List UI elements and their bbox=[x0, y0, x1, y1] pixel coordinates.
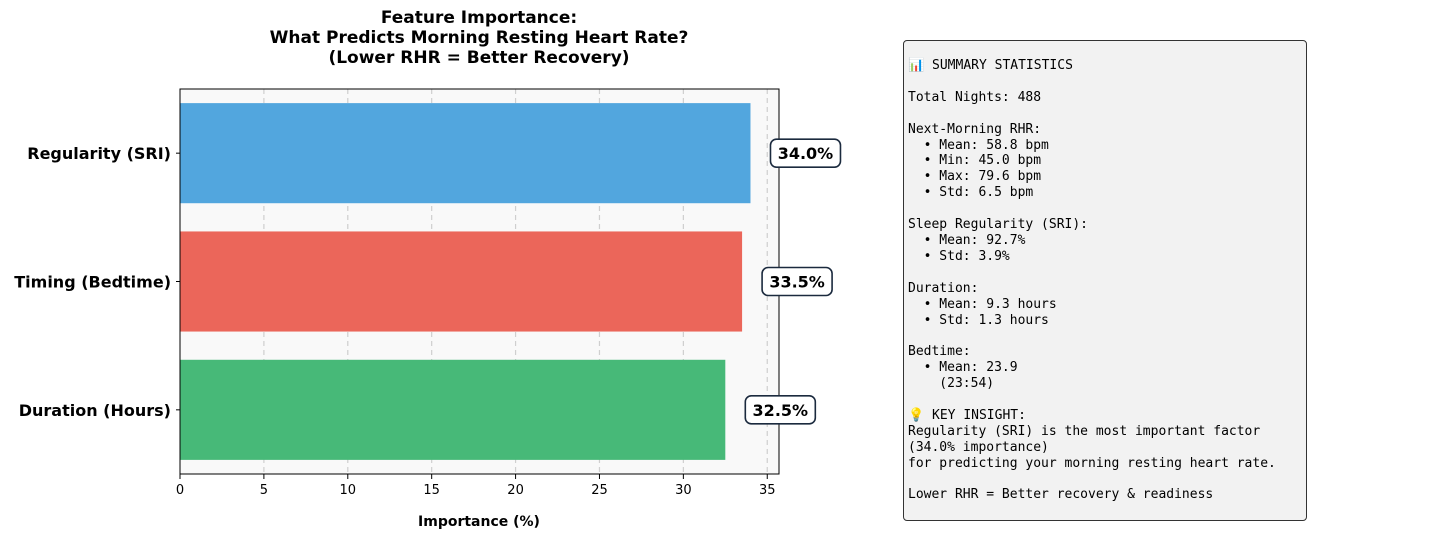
x-axis: 0 5 10 15 20 25 30 35 bbox=[176, 474, 776, 498]
x-tick-label: 0 bbox=[176, 483, 184, 498]
chart-title-line-3: (Lower RHR = Better Recovery) bbox=[328, 48, 629, 68]
summary-line: • Std: 1.3 hours bbox=[908, 312, 1049, 328]
summary-line: for predicting your morning resting hear… bbox=[908, 455, 1276, 471]
summary-line: Next-Morning RHR: bbox=[908, 121, 1042, 137]
summary-line: • Mean: 58.8 bpm bbox=[908, 137, 1049, 153]
summary-line: Duration: bbox=[908, 280, 979, 296]
summary-line: 💡 KEY INSIGHT: bbox=[908, 407, 1026, 423]
value-label-box bbox=[769, 138, 842, 168]
value-label: 34.0% bbox=[778, 144, 834, 163]
chart-title: Feature Importance:What Predicts Morning… bbox=[270, 8, 689, 68]
y-axis: Regularity (SRI) Timing (Bedtime) Duration… bbox=[14, 144, 180, 420]
summary-line: (34.0% importance) bbox=[908, 439, 1049, 455]
summary-statistics-panel: 📊 SUMMARY STATISTICS Total Nights: 488 N… bbox=[903, 40, 1307, 521]
value-label: 32.5% bbox=[753, 401, 809, 420]
summary-spacer bbox=[908, 328, 1306, 344]
category-label: Timing (Bedtime) bbox=[14, 273, 171, 292]
category-label: Regularity (SRI) bbox=[27, 144, 171, 163]
summary-line: • Min: 45.0 bpm bbox=[908, 153, 1042, 169]
summary-spacer bbox=[908, 392, 1306, 408]
summary-line: Sleep Regularity (SRI): bbox=[908, 217, 1089, 233]
category-label: Duration (Hours) bbox=[19, 401, 171, 420]
chart-title-line-2: What Predicts Morning Resting Heart Rate… bbox=[270, 28, 689, 48]
value-label-box bbox=[744, 395, 817, 425]
x-tick-label: 15 bbox=[423, 483, 440, 498]
x-tick-label: 10 bbox=[340, 483, 357, 498]
bars bbox=[180, 103, 751, 460]
summary-line: Total Nights: 488 bbox=[908, 89, 1042, 105]
bar-duration-hours bbox=[180, 359, 726, 460]
chart-title-line-1: Feature Importance: bbox=[381, 8, 577, 28]
summary-line: • Max: 79.6 bpm bbox=[908, 169, 1042, 185]
value-label: 33.5% bbox=[769, 273, 825, 292]
summary-spacer bbox=[908, 74, 1306, 90]
bar-regularity-sri bbox=[180, 103, 751, 204]
summary-line: • Std: 6.5 bpm bbox=[908, 185, 1034, 201]
x-tick-label: 30 bbox=[675, 483, 692, 498]
x-axis-label: Importance (%) bbox=[418, 514, 540, 530]
summary-line: Lower RHR = Better recovery & readiness bbox=[908, 487, 1214, 503]
summary-spacer bbox=[908, 106, 1306, 122]
summary-line: • Mean: 23.9 bbox=[908, 360, 1018, 376]
value-labels: 34.0% 33.5% 32.5% bbox=[744, 138, 842, 425]
summary-spacer bbox=[908, 201, 1306, 217]
summary-line: 📊 SUMMARY STATISTICS bbox=[908, 58, 1073, 73]
summary-spacer bbox=[908, 265, 1306, 281]
summary-line: • Mean: 9.3 hours bbox=[908, 296, 1057, 312]
x-tick-label: 25 bbox=[591, 483, 608, 498]
summary-line: • Mean: 92.7% bbox=[908, 232, 1026, 248]
feature-importance-chart: Feature Importance:What Predicts Morning… bbox=[14, 8, 842, 530]
summary-line: (23:54) bbox=[908, 376, 995, 392]
summary-line: Bedtime: bbox=[908, 344, 971, 360]
x-tick-label: 20 bbox=[507, 483, 524, 498]
summary-line: • Std: 3.9% bbox=[908, 248, 1010, 264]
summary-line: Regularity (SRI) is the most important f… bbox=[908, 423, 1261, 439]
bar-timing-bedtime bbox=[180, 231, 743, 332]
summary-spacer bbox=[908, 472, 1306, 488]
value-label-box bbox=[761, 266, 833, 297]
x-tick-label: 5 bbox=[260, 483, 268, 498]
x-tick-label: 35 bbox=[759, 483, 776, 498]
